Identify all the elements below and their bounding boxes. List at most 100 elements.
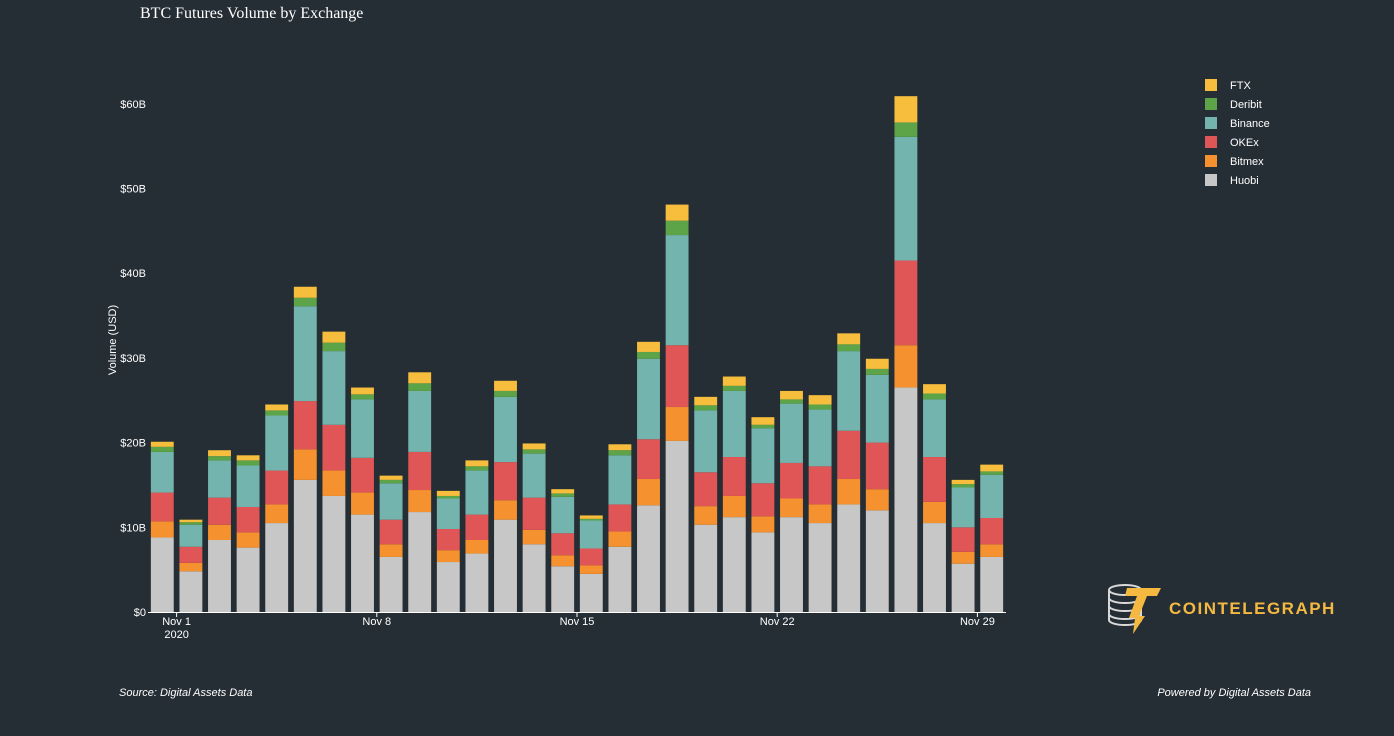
bar-okex[interactable] — [322, 424, 346, 471]
legend-item-huobi[interactable]: Huobi — [1205, 174, 1259, 187]
bar-huobi[interactable] — [551, 566, 575, 612]
bar-okex[interactable] — [808, 466, 832, 505]
bar-ftx[interactable] — [179, 519, 203, 523]
bar-ftx[interactable] — [722, 376, 746, 386]
bar-deribit[interactable] — [837, 344, 861, 352]
bar-deribit[interactable] — [608, 450, 632, 456]
bar-okex[interactable] — [494, 462, 517, 501]
bar-ftx[interactable] — [894, 96, 918, 123]
bar-ftx[interactable] — [637, 341, 660, 352]
bar-deribit[interactable] — [722, 385, 746, 391]
bar-huobi[interactable] — [179, 571, 203, 612]
bar-ftx[interactable] — [150, 441, 174, 447]
bar-bitmex[interactable] — [722, 495, 746, 518]
bar-okex[interactable] — [837, 430, 861, 480]
bar-huobi[interactable] — [608, 546, 632, 612]
bar-okex[interactable] — [865, 442, 889, 490]
bar-bitmex[interactable] — [179, 562, 203, 572]
bar-bitmex[interactable] — [494, 500, 517, 520]
bar-deribit[interactable] — [951, 484, 975, 488]
bar-binance[interactable] — [837, 351, 861, 431]
bar-huobi[interactable] — [351, 514, 374, 612]
legend-item-deribit[interactable]: Deribit — [1205, 98, 1262, 111]
bar-ftx[interactable] — [608, 444, 632, 451]
bar-bitmex[interactable] — [951, 551, 975, 564]
bar-binance[interactable] — [951, 487, 975, 528]
bar-bitmex[interactable] — [837, 479, 861, 505]
bar-deribit[interactable] — [980, 471, 1004, 475]
bar-huobi[interactable] — [665, 440, 689, 612]
bar-bitmex[interactable] — [894, 345, 918, 388]
bar-deribit[interactable] — [208, 456, 231, 461]
bar-bitmex[interactable] — [465, 540, 489, 554]
bar-bitmex[interactable] — [980, 544, 1004, 557]
bar-binance[interactable] — [665, 235, 689, 346]
bar-okex[interactable] — [923, 457, 946, 502]
bar-ftx[interactable] — [265, 404, 289, 411]
bar-ftx[interactable] — [808, 395, 832, 405]
bar-huobi[interactable] — [379, 556, 403, 612]
bar-bitmex[interactable] — [408, 490, 432, 513]
bar-bitmex[interactable] — [436, 550, 460, 563]
bar-okex[interactable] — [551, 533, 575, 556]
bar-deribit[interactable] — [179, 522, 203, 525]
bar-huobi[interactable] — [265, 523, 289, 612]
bar-binance[interactable] — [608, 455, 632, 505]
bar-bitmex[interactable] — [293, 449, 317, 480]
bar-ftx[interactable] — [322, 331, 346, 343]
bar-bitmex[interactable] — [608, 531, 632, 547]
bar-huobi[interactable] — [751, 532, 775, 612]
bar-binance[interactable] — [808, 409, 832, 467]
bar-huobi[interactable] — [579, 573, 603, 612]
bar-huobi[interactable] — [980, 556, 1004, 612]
bar-okex[interactable] — [436, 528, 460, 551]
bar-binance[interactable] — [179, 524, 203, 547]
bar-huobi[interactable] — [322, 495, 346, 612]
bar-binance[interactable] — [694, 410, 718, 473]
bar-binance[interactable] — [579, 520, 603, 549]
bar-okex[interactable] — [637, 439, 660, 480]
bar-bitmex[interactable] — [208, 524, 231, 541]
bar-binance[interactable] — [465, 470, 489, 515]
bar-binance[interactable] — [322, 351, 346, 425]
bar-binance[interactable] — [208, 460, 231, 498]
bar-okex[interactable] — [579, 548, 603, 566]
bar-deribit[interactable] — [522, 449, 546, 454]
bar-ftx[interactable] — [780, 390, 803, 400]
bar-bitmex[interactable] — [751, 516, 775, 533]
bar-deribit[interactable] — [665, 220, 689, 236]
bar-ftx[interactable] — [293, 286, 317, 298]
legend-item-ftx[interactable]: FTX — [1205, 79, 1251, 92]
bar-deribit[interactable] — [293, 297, 317, 307]
bar-huobi[interactable] — [436, 562, 460, 612]
bar-bitmex[interactable] — [865, 489, 889, 511]
bar-bitmex[interactable] — [808, 504, 832, 524]
bar-ftx[interactable] — [494, 380, 517, 391]
bar-binance[interactable] — [494, 396, 517, 463]
bar-okex[interactable] — [780, 462, 803, 499]
bar-okex[interactable] — [379, 519, 403, 545]
bar-ftx[interactable] — [408, 372, 432, 384]
bar-deribit[interactable] — [265, 410, 289, 416]
bar-bitmex[interactable] — [522, 529, 546, 545]
bar-ftx[interactable] — [465, 460, 489, 467]
bar-binance[interactable] — [980, 474, 1004, 518]
bar-deribit[interactable] — [465, 466, 489, 471]
bar-bitmex[interactable] — [665, 407, 689, 441]
bar-binance[interactable] — [293, 306, 317, 402]
bar-ftx[interactable] — [379, 475, 403, 480]
bar-deribit[interactable] — [808, 404, 832, 410]
bar-ftx[interactable] — [951, 479, 975, 485]
bar-deribit[interactable] — [579, 518, 603, 521]
bar-okex[interactable] — [150, 492, 174, 522]
bar-huobi[interactable] — [637, 505, 660, 612]
bar-binance[interactable] — [379, 483, 403, 520]
bar-okex[interactable] — [351, 457, 374, 493]
bar-ftx[interactable] — [579, 515, 603, 519]
bar-huobi[interactable] — [522, 544, 546, 612]
bar-ftx[interactable] — [436, 490, 460, 496]
bar-deribit[interactable] — [780, 399, 803, 404]
legend-item-bitmex[interactable]: Bitmex — [1205, 155, 1264, 168]
bar-okex[interactable] — [465, 514, 489, 541]
bar-binance[interactable] — [436, 498, 460, 529]
